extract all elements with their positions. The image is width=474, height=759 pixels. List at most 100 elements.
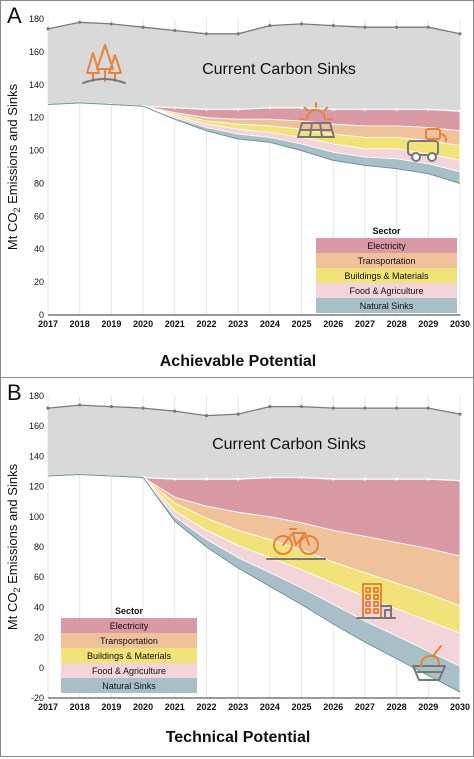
bicycle-icon-wheel (273, 535, 293, 555)
baseline-point (268, 476, 272, 479)
x-tick-label: 2028 (387, 319, 407, 329)
y-tick-label: 140 (29, 451, 44, 461)
forest-icon (82, 44, 126, 84)
y-axis-label: Mt CO2 Emissions and Sinks (5, 83, 22, 250)
baseline-point (46, 103, 50, 106)
x-tick-label: 2017 (38, 319, 58, 329)
total-point (78, 20, 82, 24)
legend-label: Buildings & Materials (87, 651, 172, 661)
total-point (426, 25, 430, 29)
building-icon (356, 583, 396, 619)
y-tick-label: 40 (34, 602, 44, 612)
total-point (395, 25, 399, 29)
building-icon-wrench (380, 605, 392, 619)
baseline-point (363, 108, 367, 111)
y-axis-label: Mt CO2 Emissions and Sinks (5, 463, 22, 630)
chart-a-title: Achievable Potential (159, 353, 317, 370)
solar-panel-icon-ray (303, 106, 309, 112)
total-point (204, 32, 209, 36)
y-tick-label: 60 (34, 572, 44, 582)
x-tick-label: 2026 (323, 702, 343, 712)
electric-vehicle-icon-body (407, 140, 439, 156)
x-tick-label: 2029 (418, 702, 438, 712)
total-point (141, 25, 145, 29)
carbon-sinks-area (48, 405, 460, 481)
legend-swatch (61, 633, 197, 648)
stack-bottom-line (47, 102, 461, 184)
x-tick-label: 2020 (133, 702, 153, 712)
y-tick-label: 80 (34, 542, 44, 552)
total-point (268, 23, 272, 28)
baseline-point (426, 477, 430, 481)
total-point (236, 412, 240, 416)
legend-swatch (316, 298, 457, 313)
y-tick-label: 40 (34, 244, 44, 254)
x-tick-label: 2023 (228, 702, 248, 712)
building-icon-window (373, 587, 379, 593)
baseline-point (205, 477, 208, 481)
building-icon-window (365, 608, 371, 614)
building-icon-window (373, 594, 379, 600)
x-tick-label: 2030 (450, 319, 470, 329)
legend-label: Electricity (367, 241, 406, 251)
food-bowl-icon (412, 645, 446, 681)
y-tick-label: 120 (29, 113, 44, 123)
bicycle-icon-frame (292, 532, 306, 546)
building-icon-window (365, 587, 371, 593)
chart-b-title: Technical Potential (165, 729, 311, 746)
legend: Sector Electricity Transportation Buildings… (316, 226, 457, 313)
chart-b: -20 0 20 40 60 80 100 120 140 160 180 2017 2018 2019 2… (5, 391, 470, 712)
total-point (78, 403, 82, 407)
total-point (236, 32, 240, 36)
food-bowl-icon-bowl (412, 665, 446, 681)
x-tick-label: 2025 (292, 319, 312, 329)
legend-label: Transportation (358, 256, 416, 266)
y-tick-label: 60 (34, 211, 44, 221)
carbon-sinks-area (48, 22, 460, 112)
carbon-sinks-label: Current Carbon Sinks (212, 436, 366, 453)
total-point (458, 412, 462, 416)
carbon-sinks-label: Current Carbon Sinks (202, 61, 356, 78)
total-point (109, 22, 113, 26)
total-point (204, 414, 209, 418)
y-tick-label: 180 (29, 14, 44, 24)
y-tick-label: 0 (39, 310, 44, 320)
total-point (46, 406, 50, 410)
electric-vehicle-icon (407, 128, 447, 162)
legend-label: Buildings & Materials (344, 271, 429, 281)
total-point (299, 22, 304, 26)
legend-swatch (316, 283, 457, 298)
x-tick-label: 2019 (101, 702, 121, 712)
baseline-point (173, 477, 177, 481)
x-tick-label: 2022 (196, 319, 216, 329)
baseline-point (331, 108, 335, 111)
baseline-point (395, 108, 399, 111)
stack-bottom-line (47, 473, 461, 693)
x-tick-label: 2024 (260, 702, 280, 712)
food-bowl-icon-stem (432, 645, 442, 657)
food-bowl-icon-food (420, 655, 440, 667)
y-tick-label: 80 (34, 178, 44, 188)
total-point (141, 406, 145, 410)
legend-label: Transportation (100, 636, 158, 646)
baseline-point (300, 106, 303, 110)
legend-swatch (61, 678, 197, 693)
panel-a-letter: A (7, 3, 22, 28)
legend-swatch (316, 238, 457, 253)
x-tick-label: 2026 (323, 319, 343, 329)
y-tick-label: 160 (29, 47, 44, 57)
total-point (173, 409, 177, 413)
legend-label: Natural Sinks (360, 301, 414, 311)
legend-swatch (61, 618, 197, 633)
legend-label: Electricity (110, 621, 149, 631)
baseline-point (331, 477, 335, 481)
bicycle-icon (266, 528, 326, 560)
total-line (47, 404, 461, 417)
building-icon-window (373, 608, 379, 614)
panel-b: B -20 0 20 40 60 80 100 120 140 160 180 2017 2018 201… (1, 377, 474, 759)
legend-label: Food & Agriculture (349, 286, 423, 296)
total-point (458, 32, 462, 36)
building-icon-window (365, 601, 371, 607)
x-tick-label: 2018 (70, 702, 90, 712)
